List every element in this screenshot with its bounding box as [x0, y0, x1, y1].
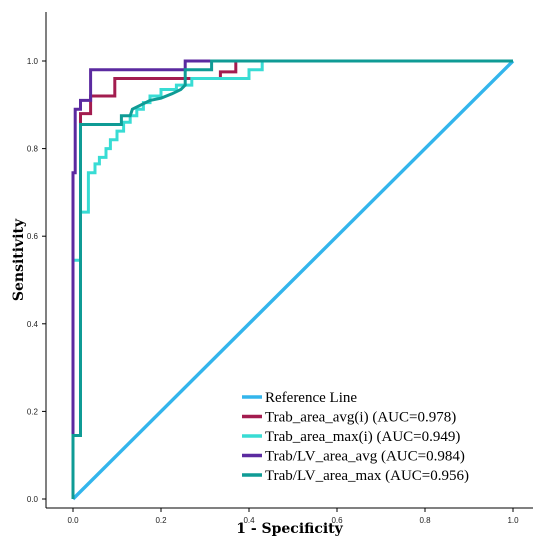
legend-entry: Trab_area_avg(i) (AUC=0.978) [265, 410, 456, 426]
x-axis-title: 1 - Specificity [236, 521, 343, 537]
legend: Reference Line Trab_area_avg(i) (AUC=0.97… [242, 390, 469, 484]
axes: 0.0 0.2 0.4 0.6 0.8 1.0 0.0 0.2 0.4 0.6 0.8 1.0 [27, 12, 533, 525]
y-tick-label: 0.8 [27, 145, 39, 154]
legend-entry: Trab/LV_area_max (AUC=0.956) [265, 468, 469, 484]
series-line [71, 59, 513, 499]
plot-lines [71, 59, 515, 501]
y-axis-title: Sensitivity [11, 218, 27, 301]
y-tick-label: 0.4 [27, 320, 39, 329]
series-line [71, 59, 515, 501]
series-line [71, 59, 513, 499]
legend-entry: Trab_area_max(i) (AUC=0.949) [265, 429, 460, 445]
y-tick-label: 0.6 [27, 232, 39, 241]
y-tick-label: 1.0 [27, 57, 39, 66]
x-tick-label: 0.6 [331, 516, 343, 525]
legend-entry: Trab/LV_area_avg (AUC=0.984) [265, 449, 465, 465]
legend-entry: Reference Line [265, 390, 357, 406]
x-tick-label: 0.8 [419, 516, 431, 525]
x-tick-label: 1.0 [507, 516, 519, 525]
y-tick-label: 0.0 [27, 495, 39, 504]
x-tick-label: 0.4 [243, 516, 255, 525]
x-tick-label: 0.0 [67, 516, 79, 525]
x-tick-label: 0.2 [155, 516, 167, 525]
y-tick-label: 0.2 [27, 407, 39, 416]
